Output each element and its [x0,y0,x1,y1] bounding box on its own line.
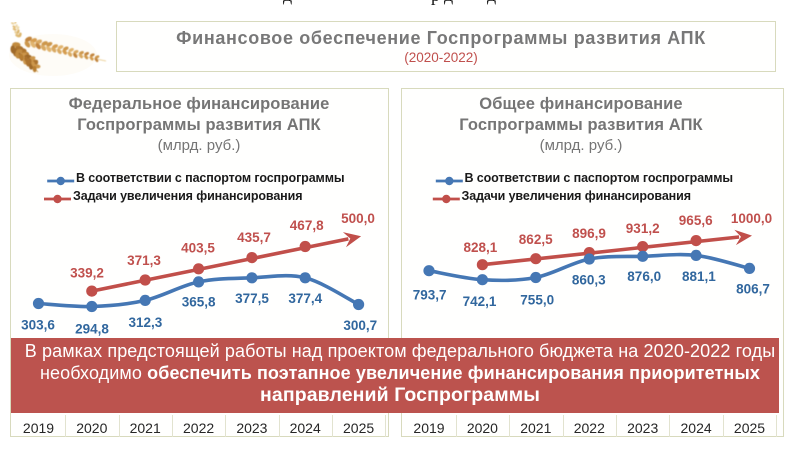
svg-text:365,8: 365,8 [182,294,216,309]
svg-text:806,7: 806,7 [736,282,770,297]
svg-text:828,1: 828,1 [464,240,498,255]
svg-text:435,7: 435,7 [237,230,271,245]
svg-text:755,0: 755,0 [520,293,554,308]
svg-text:881,1: 881,1 [682,269,716,284]
svg-text:312,3: 312,3 [129,315,163,330]
svg-text:377,5: 377,5 [235,291,269,306]
svg-text:339,2: 339,2 [70,265,104,280]
svg-text:303,6: 303,6 [21,318,55,333]
svg-text:403,5: 403,5 [181,240,215,255]
svg-text:377,4: 377,4 [288,291,322,306]
svg-text:742,1: 742,1 [463,294,497,309]
svg-text:862,5: 862,5 [519,232,553,247]
svg-text:371,3: 371,3 [127,253,161,268]
svg-text:860,3: 860,3 [572,273,606,288]
svg-text:294,8: 294,8 [75,322,109,337]
svg-text:300,7: 300,7 [343,318,377,333]
svg-text:876,0: 876,0 [627,269,661,284]
svg-text:500,0: 500,0 [341,211,375,226]
svg-text:467,8: 467,8 [290,218,324,233]
svg-text:1000,0: 1000,0 [731,211,772,226]
svg-text:965,6: 965,6 [679,213,713,228]
svg-text:896,9: 896,9 [572,226,606,241]
svg-text:793,7: 793,7 [413,287,447,302]
svg-text:931,2: 931,2 [626,221,660,236]
